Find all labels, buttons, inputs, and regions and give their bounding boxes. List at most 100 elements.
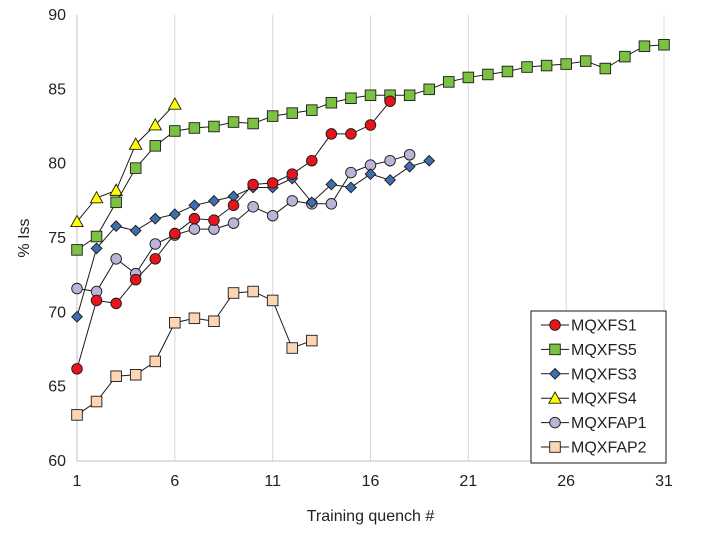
data-point [247,201,259,213]
x-tick-label: 1 [73,473,82,490]
data-point [110,253,122,265]
data-point [227,217,240,229]
data-point [423,83,435,96]
data-point [71,409,83,421]
legend-item: MQXFS1 [541,318,637,335]
data-point [364,89,377,102]
data-point [149,212,162,225]
legend-marker [549,343,561,356]
data-point [325,128,338,140]
data-point [110,370,122,383]
legend-label: MQXFS1 [571,318,637,335]
series-mqxfs1 [71,95,396,375]
data-point [167,97,182,110]
data-point [128,137,143,150]
series-mqxfs4 [70,97,182,228]
data-point [384,95,396,107]
series-mqxfap2 [71,285,318,421]
series-line [76,154,410,293]
data-point [208,194,220,207]
data-point [403,160,416,173]
data-point [129,273,142,286]
legend: MQXFS1 MQXFS5 MQXFS3 MQXFS4 MQXFAP1 MQXFAP2 [530,310,667,464]
data-point [188,212,201,225]
data-point [403,89,416,102]
legend-marker [549,319,561,331]
data-point [129,224,142,237]
data-point [169,227,181,240]
data-point [599,62,612,75]
series-line [76,103,176,222]
data-point [110,196,122,209]
data-point [286,168,298,180]
x-axis-title: Training quench # [307,508,435,525]
y-axis-title: % Iss [16,218,33,257]
data-point [344,181,357,194]
data-point [345,92,357,105]
data-point [149,238,162,250]
data-point [266,294,279,307]
legend-item: MQXFS4 [541,391,637,408]
data-point [71,244,83,256]
legend-marker [549,441,561,453]
y-tick-label: 90 [48,7,66,24]
legend-item: MQXFAP2 [541,440,647,457]
data-point [227,287,240,299]
data-point [482,68,494,81]
legend-label: MQXFAP1 [571,415,647,432]
y-tick-label: 80 [48,156,66,173]
data-point [169,125,181,137]
data-point [188,223,201,235]
data-point [579,55,592,67]
data-point [109,183,124,196]
x-tick-label: 26 [557,473,575,490]
legend-marker [549,416,561,429]
y-tick-label: 60 [48,453,66,470]
data-point [168,208,181,221]
data-point [90,230,103,243]
data-point [286,342,298,354]
y-tick-label: 70 [48,304,66,321]
legend-label: MQXFS3 [571,366,637,383]
data-point [306,154,318,167]
grid-lines [174,15,665,461]
data-point [169,316,181,329]
legend-item: MQXFAP1 [541,415,647,432]
legend-marker [549,367,561,380]
data-point [364,168,377,181]
data-point [149,140,162,152]
legend-item: MQXFS3 [541,366,637,383]
data-point [149,253,162,265]
legend-label: MQXFAP2 [571,440,647,457]
data-point [90,242,103,255]
data-point [71,310,83,323]
x-tick-label: 21 [459,473,477,490]
data-point [286,195,298,207]
x-tick-label: 31 [655,473,673,490]
data-point [443,76,455,88]
data-point [501,65,514,78]
data-point [266,209,279,222]
data-point [208,315,220,328]
data-point [188,199,201,212]
legend-label: MQXFS4 [571,391,637,408]
data-point [247,117,259,130]
data-point [71,282,83,295]
data-point [148,117,163,131]
data-point [325,178,338,191]
data-point [208,214,220,226]
data-point [247,285,259,298]
series-line [76,291,312,416]
data-point [266,177,279,189]
legend-marker [548,391,562,404]
data-point [90,294,103,307]
series-layer [70,38,670,421]
data-point [403,148,416,161]
series-mqxfs5 [71,38,670,256]
data-point [384,174,397,186]
series-mqxfap1 [71,148,416,298]
x-tick-label: 6 [170,473,179,490]
data-point [110,297,122,310]
